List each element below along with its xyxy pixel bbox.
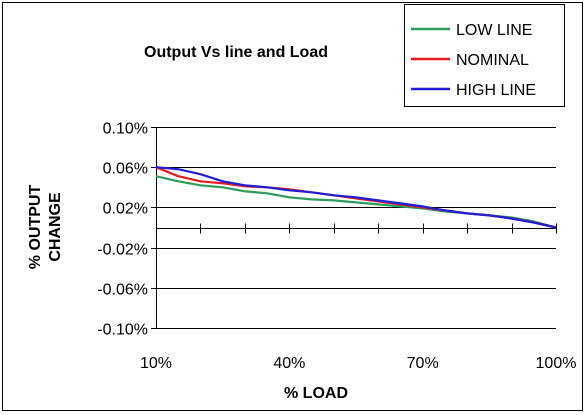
plot-area: 0.10% 0.06% 0.02% -0.02% -0.06% -0.10% 10% 40%… xyxy=(97,121,576,373)
y-tick-label: 0.06% xyxy=(103,161,148,178)
y-tick-label: 0.02% xyxy=(103,201,148,218)
x-tick-label: 40% xyxy=(273,355,305,372)
x-tick-labels: 10% 40% 70% 100% xyxy=(140,355,576,372)
y-tick-label: -0.10% xyxy=(97,322,148,339)
legend: LOW LINE NOMINAL HIGH LINE xyxy=(404,4,565,107)
series-line-high-line xyxy=(155,166,557,229)
y-axis-label-line-2: CHANGE xyxy=(47,192,64,262)
legend-label: LOW LINE xyxy=(456,22,532,39)
chart-title: Output Vs line and Load xyxy=(144,44,328,61)
legend-label: NOMINAL xyxy=(456,52,529,69)
x-tick-label: 100% xyxy=(536,355,577,372)
x-tick-label: 70% xyxy=(407,355,439,372)
y-tick-labels: 0.10% 0.06% 0.02% -0.02% -0.06% -0.10% xyxy=(97,121,148,339)
y-tick-label: 0.10% xyxy=(103,121,148,138)
y-tick-label: -0.02% xyxy=(97,242,148,259)
legend-label: HIGH LINE xyxy=(456,82,536,99)
x-tick-label: 10% xyxy=(140,355,172,372)
axes xyxy=(151,127,557,329)
y-tick-label: -0.06% xyxy=(97,282,148,299)
y-axis-label-line-1: % OUTPUT xyxy=(27,185,44,270)
x-axis-label: % LOAD xyxy=(284,385,348,402)
series-lines xyxy=(155,166,557,229)
gridlines xyxy=(156,127,556,329)
